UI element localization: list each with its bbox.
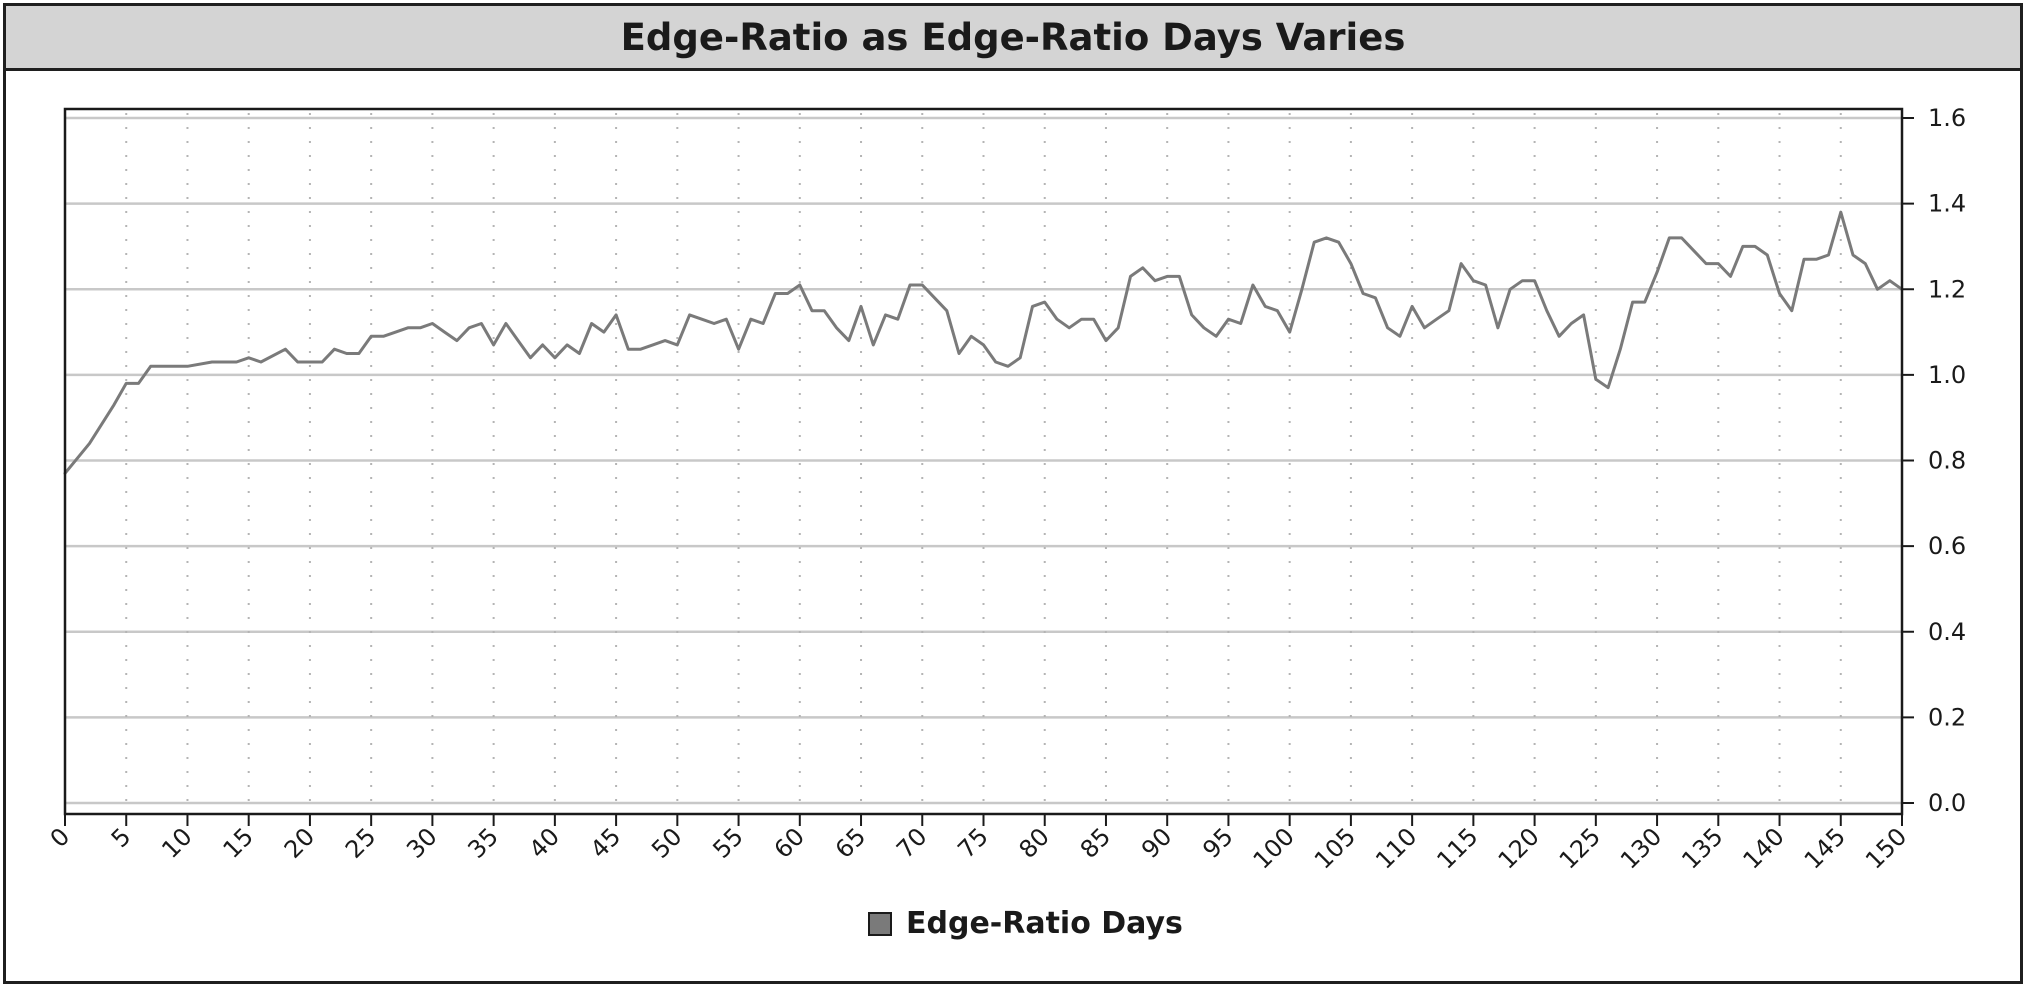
x-tick-label: 130 [1615, 822, 1667, 874]
y-tick-label: 1.0 [1928, 361, 1966, 389]
x-tick-label: 85 [1075, 822, 1116, 863]
y-tick-label: 1.2 [1928, 275, 1966, 303]
chart-frame: Edge-Ratio as Edge-Ratio Days Varies [3, 3, 2023, 984]
legend-label: Edge-Ratio Days [906, 906, 1183, 941]
legend-swatch [868, 911, 892, 936]
x-tick-label: 110 [1370, 822, 1422, 874]
x-tick-label: 125 [1554, 822, 1606, 874]
x-tick-label: 75 [952, 822, 993, 863]
x-tick-label: 120 [1493, 822, 1545, 874]
y-tick-label: 0.2 [1928, 703, 1966, 731]
x-tick-label: 150 [1860, 822, 1912, 874]
x-tick-label: 15 [218, 822, 259, 863]
x-tick-label: 10 [156, 822, 197, 863]
x-tick-label: 30 [401, 822, 442, 863]
x-tick-label: 20 [279, 822, 320, 863]
x-tick-label: 50 [646, 822, 687, 863]
x-tick-label: 25 [340, 822, 381, 863]
x-tick-label: 100 [1248, 822, 1300, 874]
y-tick-label: 0.4 [1928, 618, 1966, 646]
x-tick-label: 65 [830, 822, 871, 863]
y-tick-label: 0.8 [1928, 447, 1966, 475]
x-tick-label: 80 [1014, 822, 1055, 863]
axes: 0.0 0.2 0.4 0.6 0.8 1.0 1.2 1.4 1.6 0 5 10 15 20 25 30 3… [45, 104, 1967, 875]
x-tick-label: 40 [524, 822, 565, 863]
x-tick-label: 105 [1309, 822, 1361, 874]
series-layer [63, 210, 1904, 475]
x-tick-label: 115 [1431, 822, 1483, 874]
y-tick-label: 1.4 [1928, 190, 1966, 218]
grid-lines [65, 113, 1902, 812]
title-bar: Edge-Ratio as Edge-Ratio Days Varies [6, 6, 2020, 71]
x-tick-label: 95 [1197, 822, 1238, 863]
x-tick-label: 0 [45, 822, 76, 853]
y-tick-label: 0.6 [1928, 532, 1966, 560]
x-tick-label: 135 [1676, 822, 1728, 874]
series-line [63, 210, 1904, 475]
x-tick-label: 145 [1799, 822, 1851, 874]
x-tick-label: 70 [891, 822, 932, 863]
x-tick-label: 55 [707, 822, 748, 863]
x-tick-label: 45 [585, 822, 626, 863]
legend: Edge-Ratio Days [868, 906, 1183, 941]
x-tick-label: 140 [1738, 822, 1790, 874]
y-tick-label: 1.6 [1928, 104, 1966, 132]
chart-title: Edge-Ratio as Edge-Ratio Days Varies [620, 15, 1406, 59]
x-tick-label: 5 [106, 822, 137, 853]
y-tick-label: 0.0 [1928, 789, 1966, 817]
x-tick-label: 35 [462, 822, 503, 863]
x-tick-label: 90 [1136, 822, 1177, 863]
x-tick-label: 60 [769, 822, 810, 863]
